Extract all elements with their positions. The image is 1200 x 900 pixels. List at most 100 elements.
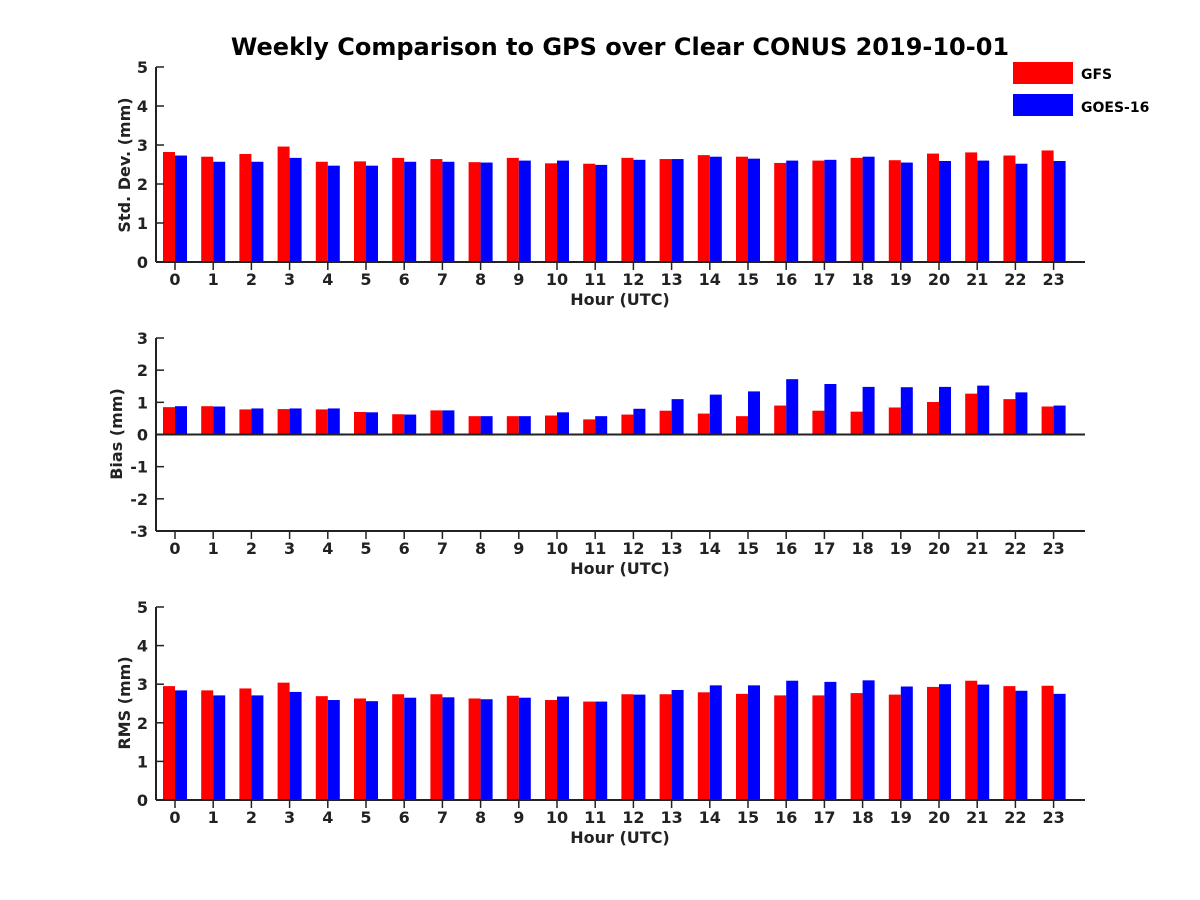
std-dev-bar-gfs-12 <box>621 157 634 262</box>
std-dev-bar-gfs-3 <box>277 146 290 262</box>
bias-x-tick-label: 13 <box>660 539 682 558</box>
std-dev-y-tick-label: 4 <box>137 97 148 116</box>
rms-x-tick-label: 0 <box>169 808 180 827</box>
rms-x-tick-label: 18 <box>851 808 873 827</box>
bias-x-tick-label: 14 <box>699 539 721 558</box>
std-dev-bar-goes16-17 <box>824 159 837 262</box>
bias-x-tick-label: 9 <box>513 539 524 558</box>
rms-bar-gfs-20 <box>927 686 939 800</box>
rms-x-tick-label: 15 <box>737 808 759 827</box>
rms-x-tick-label: 6 <box>399 808 410 827</box>
rms-x-tick-label: 23 <box>1042 808 1064 827</box>
rms-y-tick-label: 0 <box>137 791 148 810</box>
bias-bar-gfs-8 <box>468 416 481 435</box>
rms-bar-goes16-10 <box>557 696 569 800</box>
std-dev-y-tick-label: 0 <box>137 253 148 272</box>
bias-bar-goes16-14 <box>709 394 722 435</box>
bias-bar-goes16-5 <box>366 412 378 435</box>
bias-bar-gfs-16 <box>774 405 787 435</box>
std-dev-y-axis-label: Std. Dev. (mm) <box>115 97 134 232</box>
std-dev-bar-goes16-2 <box>251 161 264 262</box>
rms-y-tick-label: 4 <box>137 637 148 656</box>
std-dev-bar-gfs-21 <box>965 152 978 262</box>
rms-bar-gfs-11 <box>583 701 596 800</box>
rms-bar-gfs-18 <box>850 693 863 800</box>
rms-bar-goes16-19 <box>900 686 913 800</box>
bias-bar-goes16-11 <box>595 416 608 435</box>
std-dev-x-tick-label: 5 <box>360 270 371 289</box>
bias-x-tick-label: 2 <box>246 539 257 558</box>
std-dev-x-tick-label: 23 <box>1042 270 1064 289</box>
std-dev-bar-gfs-11 <box>583 163 596 262</box>
std-dev-x-tick-label: 16 <box>775 270 797 289</box>
rms-bar-gfs-23 <box>1041 685 1054 800</box>
std-dev-bar-goes16-16 <box>786 160 799 262</box>
rms-bar-goes16-21 <box>977 684 990 800</box>
rms-bar-gfs-0 <box>163 686 175 800</box>
rms-y-tick-label: 2 <box>137 714 148 733</box>
std-dev-bar-goes16-9 <box>518 160 531 262</box>
bias-x-tick-label: 19 <box>890 539 912 558</box>
bias-bar-gfs-7 <box>430 410 443 435</box>
bias-y-tick-label: 1 <box>137 393 148 412</box>
bias-x-tick-label: 22 <box>1004 539 1026 558</box>
bias-bar-gfs-11 <box>583 419 596 435</box>
legend-label-goes16: GOES-16 <box>1081 100 1149 116</box>
bias-x-tick-label: 5 <box>360 539 371 558</box>
std-dev-bar-goes16-12 <box>633 159 646 262</box>
bias-y-tick-label: -1 <box>130 458 148 477</box>
rms-x-tick-label: 5 <box>360 808 371 827</box>
std-dev-x-tick-label: 20 <box>928 270 950 289</box>
rms-bar-gfs-9 <box>506 695 519 800</box>
rms-bar-goes16-16 <box>786 680 799 800</box>
rms-bar-gfs-2 <box>239 688 252 800</box>
std-dev-x-tick-label: 2 <box>246 270 257 289</box>
bias-bar-goes16-12 <box>633 408 646 435</box>
rms-x-tick-label: 11 <box>584 808 606 827</box>
rms-bar-gfs-17 <box>812 695 825 800</box>
rms-bar-goes16-6 <box>404 697 417 800</box>
bias-bar-goes16-20 <box>939 386 951 435</box>
rms-bar-gfs-6 <box>392 694 405 800</box>
bias-bar-gfs-10 <box>545 415 557 435</box>
std-dev-y-tick-label: 1 <box>137 214 148 233</box>
rms-bar-gfs-21 <box>965 680 978 800</box>
rms-bar-gfs-4 <box>315 696 328 800</box>
bias-y-axis-label: Bias (mm) <box>107 388 126 480</box>
std-dev-y-tick-label: 5 <box>137 58 148 77</box>
bias-bar-goes16-8 <box>480 416 493 435</box>
bias-bar-gfs-18 <box>850 411 863 435</box>
std-dev-bar-goes16-13 <box>671 159 684 262</box>
rms-y-tick-label: 1 <box>137 752 148 771</box>
bias-bar-goes16-1 <box>213 406 226 435</box>
rms-bar-goes16-15 <box>748 685 760 800</box>
std-dev-bar-gfs-2 <box>239 153 252 262</box>
std-dev-x-axis-label: Hour (UTC) <box>570 290 670 309</box>
bias-x-tick-label: 15 <box>737 539 759 558</box>
rms-x-tick-label: 22 <box>1004 808 1026 827</box>
rms-bar-gfs-3 <box>277 682 290 800</box>
bias-x-tick-label: 12 <box>622 539 644 558</box>
std-dev-bar-goes16-0 <box>175 155 187 262</box>
std-dev-bar-goes16-20 <box>939 160 951 262</box>
bias-bar-gfs-15 <box>736 416 748 435</box>
rms-x-tick-label: 14 <box>699 808 721 827</box>
rms-bar-goes16-7 <box>442 697 455 800</box>
legend: GFS GOES-16 <box>1013 62 1149 116</box>
rms-bar-gfs-19 <box>888 694 901 800</box>
bias-bar-goes16-2 <box>251 408 264 435</box>
rms-x-tick-label: 13 <box>660 808 682 827</box>
rms-bar-gfs-7 <box>430 694 443 800</box>
bias-x-tick-label: 7 <box>437 539 448 558</box>
rms-bar-gfs-16 <box>774 695 787 800</box>
std-dev-x-tick-label: 4 <box>322 270 333 289</box>
std-dev-x-tick-label: 11 <box>584 270 606 289</box>
rms-bar-goes16-4 <box>327 700 340 800</box>
rms-bar-gfs-8 <box>468 698 481 800</box>
std-dev-bar-gfs-1 <box>201 156 214 262</box>
std-dev-bar-goes16-3 <box>289 157 302 262</box>
rms-x-tick-label: 16 <box>775 808 797 827</box>
bias-y-tick-label: -2 <box>130 490 148 509</box>
std-dev-x-tick-label: 3 <box>284 270 295 289</box>
